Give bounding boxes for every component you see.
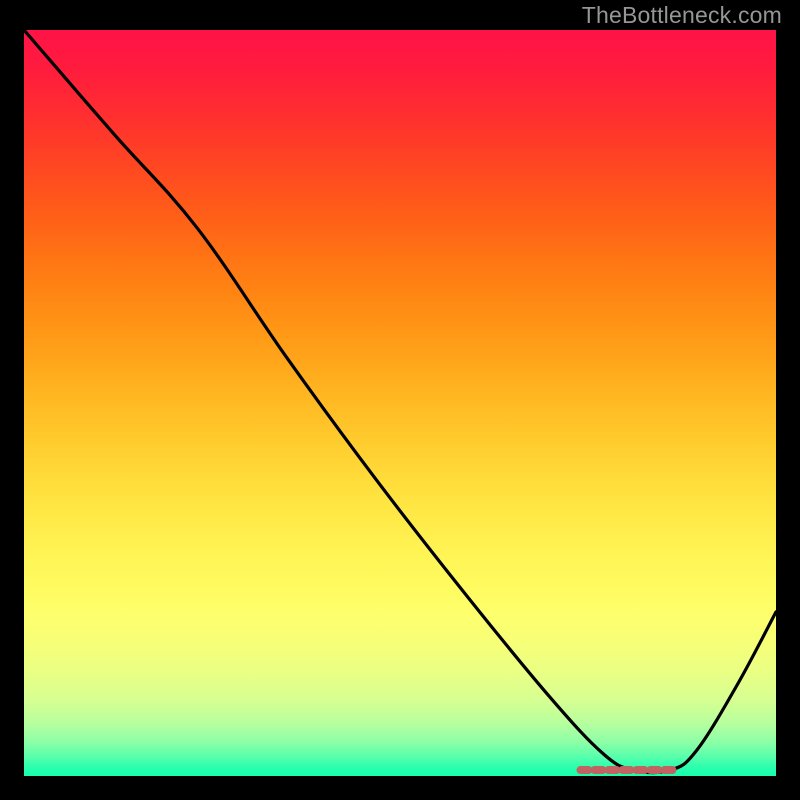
chart-background [24, 30, 776, 776]
bottleneck-chart [24, 30, 776, 776]
watermark-text: TheBottleneck.com [582, 2, 782, 29]
chart-area [24, 30, 776, 776]
